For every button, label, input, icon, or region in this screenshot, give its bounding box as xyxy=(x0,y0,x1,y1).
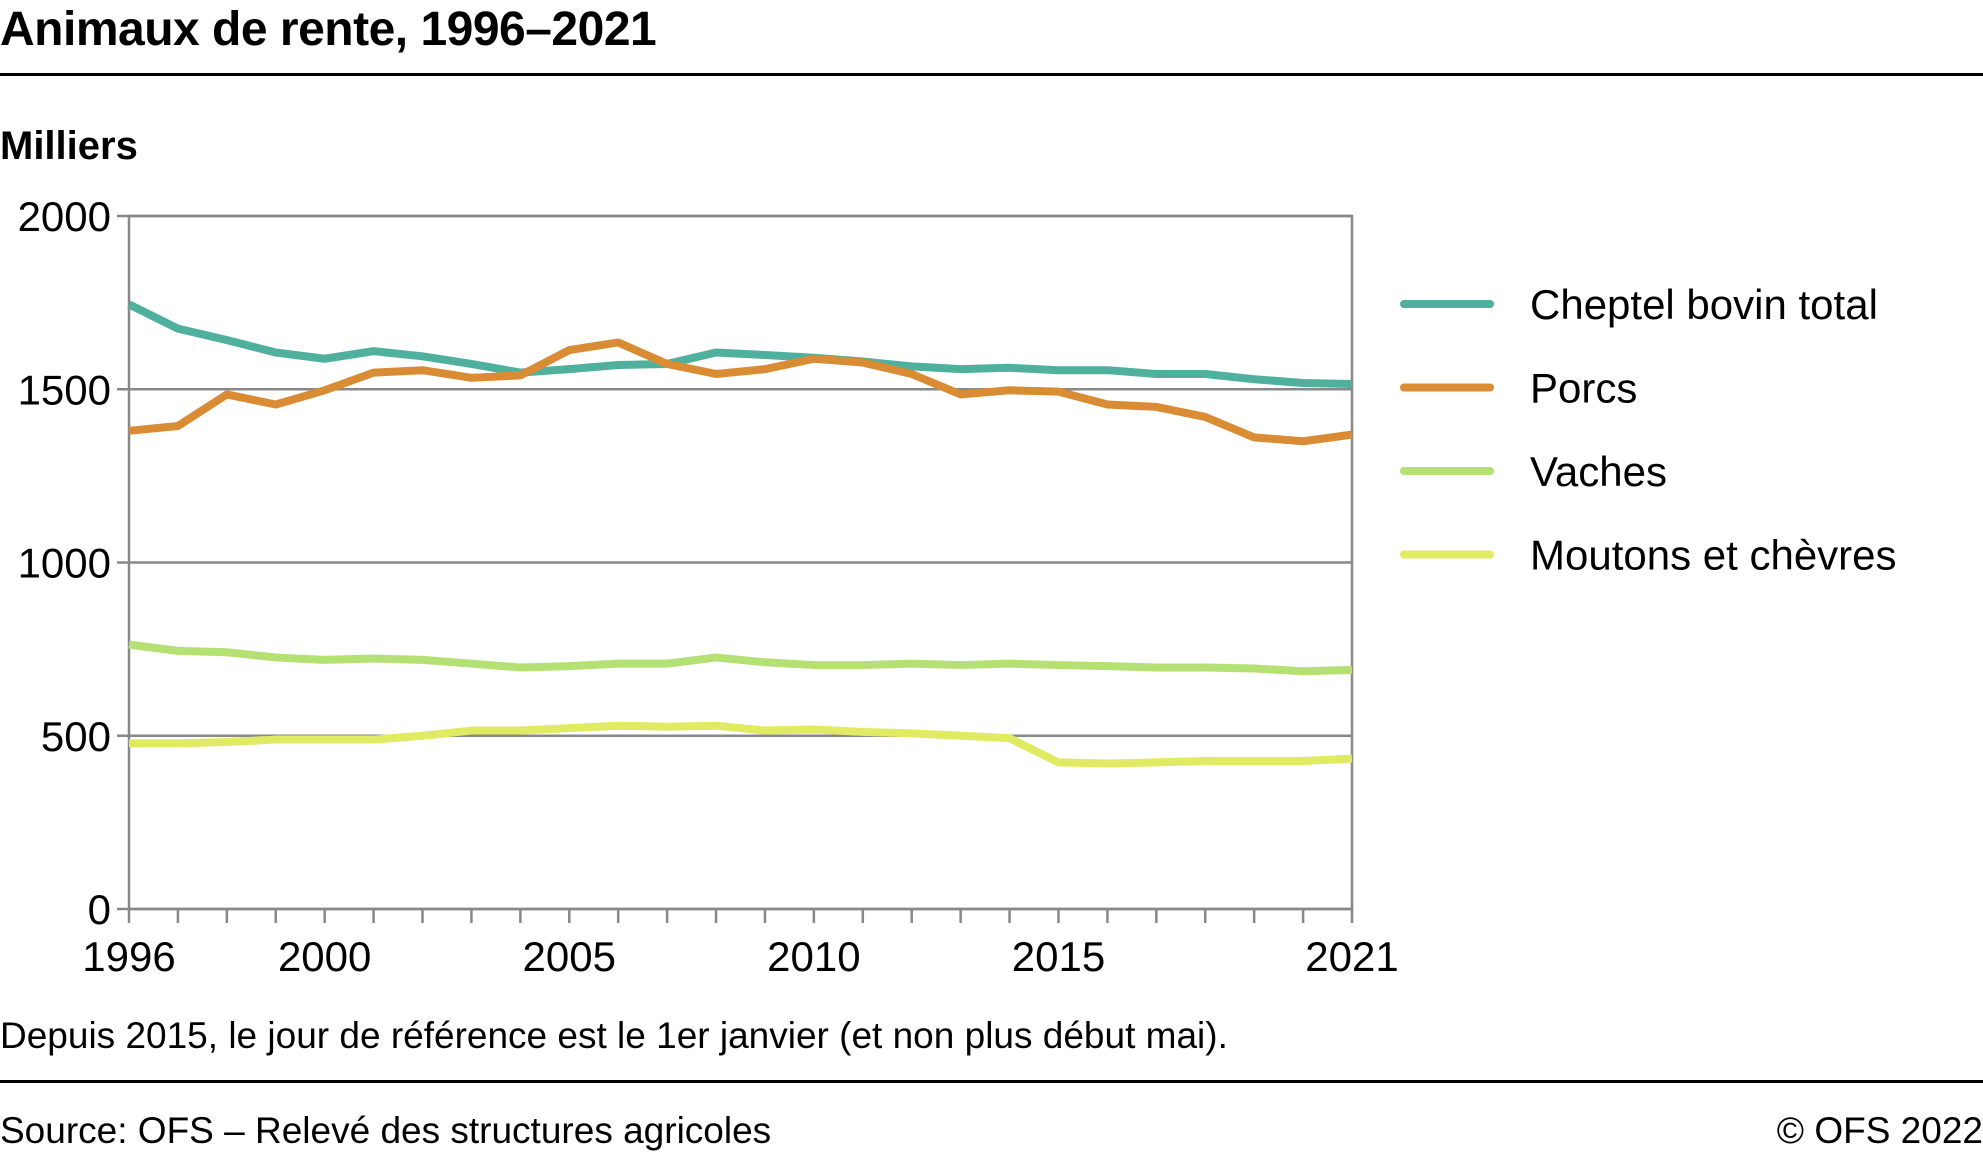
x-tick-label: 2000 xyxy=(278,933,371,980)
series-line-1 xyxy=(128,338,1353,446)
chart-note: Depuis 2015, le jour de référence est le… xyxy=(0,1015,1228,1056)
footer-divider xyxy=(0,1080,1983,1083)
legend-label: Porcs xyxy=(1530,365,1637,412)
title-divider xyxy=(0,73,1983,76)
x-tick-label: 2015 xyxy=(1012,933,1105,980)
series-line-2 xyxy=(128,640,1353,676)
chart-title: Animaux de rente, 1996–2021 xyxy=(0,3,657,56)
y-tick-label: 0 xyxy=(88,886,111,933)
x-tick-label: 2010 xyxy=(767,933,860,980)
legend-label: Vaches xyxy=(1530,448,1667,495)
x-tick-label: 1996 xyxy=(82,933,175,980)
y-tick-label: 1500 xyxy=(18,366,111,413)
legend-label: Cheptel bovin total xyxy=(1530,281,1878,328)
copyright-text: © OFS 2022 xyxy=(1776,1110,1983,1151)
x-tick-label: 2021 xyxy=(1305,933,1398,980)
legend-label: Moutons et chèvres xyxy=(1530,532,1897,579)
source-text: Source: OFS – Relevé des structures agri… xyxy=(0,1110,772,1151)
y-tick-label: 500 xyxy=(41,713,111,760)
y-tick-label: 1000 xyxy=(18,540,111,587)
series-line-0 xyxy=(127,300,1353,389)
y-axis-label: Milliers xyxy=(0,124,138,168)
y-tick-label: 2000 xyxy=(18,193,111,240)
line-chart: 0 500 1000 1500 2000 1996 2000 2005 2010 2015 2021… xyxy=(18,193,1897,980)
series-line-3 xyxy=(129,721,1353,768)
plot-frame xyxy=(127,214,1354,911)
x-tick-label: 2005 xyxy=(523,933,616,980)
